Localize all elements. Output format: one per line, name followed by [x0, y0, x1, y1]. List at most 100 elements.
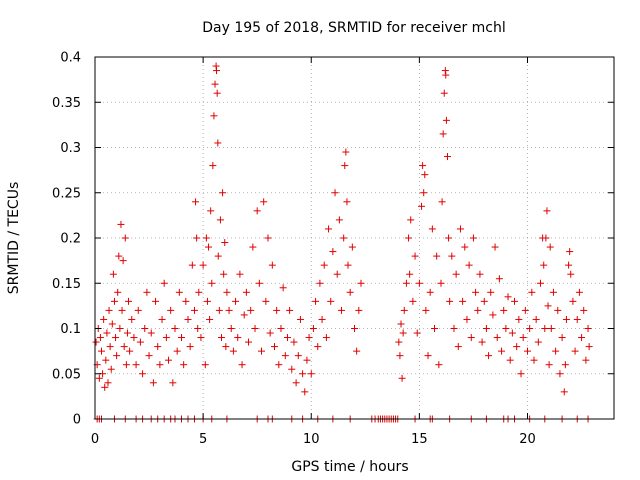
- data-point: [424, 352, 432, 360]
- data-point: [438, 198, 446, 206]
- data-point: [279, 284, 287, 292]
- data-point: [208, 279, 216, 287]
- y-tick-label: 0.05: [52, 367, 81, 382]
- data-point: [115, 252, 123, 260]
- data-point: [530, 356, 538, 364]
- data-point: [190, 306, 198, 314]
- data-point: [240, 311, 248, 319]
- data-point: [353, 347, 361, 355]
- data-point: [566, 248, 574, 256]
- data-point: [136, 338, 144, 346]
- data-point: [469, 234, 477, 242]
- data-point: [346, 288, 354, 296]
- data-point: [281, 352, 289, 360]
- data-point: [101, 383, 109, 391]
- x-tick-label: 15: [411, 432, 428, 447]
- data-point: [152, 297, 160, 305]
- data-point: [338, 306, 346, 314]
- data-point: [277, 325, 285, 332]
- data-point: [195, 288, 203, 296]
- data-point: [197, 334, 205, 342]
- data-point: [517, 370, 525, 378]
- data-point: [467, 334, 475, 342]
- data-point: [395, 338, 403, 346]
- data-point: [443, 153, 451, 161]
- data-point: [314, 343, 322, 351]
- data-point: [223, 288, 231, 296]
- y-tick-label: 0.1: [60, 322, 81, 337]
- data-point: [222, 343, 230, 351]
- data-point: [343, 198, 351, 206]
- data-point: [456, 225, 464, 233]
- data-point: [448, 252, 456, 260]
- data-point: [100, 315, 108, 323]
- data-point: [105, 306, 113, 314]
- data-point: [188, 261, 196, 269]
- data-point: [106, 343, 114, 351]
- data-point: [422, 306, 430, 314]
- data-point: [184, 315, 192, 323]
- data-point: [203, 297, 211, 305]
- data-point: [549, 288, 557, 296]
- data-point: [506, 356, 514, 364]
- data-point: [120, 343, 128, 351]
- data-point: [476, 270, 484, 278]
- data-point: [216, 216, 224, 224]
- x-axis-ticks: 0 5 10 15 20: [91, 57, 536, 447]
- y-tick-label: 0: [73, 413, 81, 428]
- data-point: [502, 325, 510, 332]
- data-point: [121, 234, 129, 242]
- data-point: [504, 293, 512, 301]
- data-marks: [92, 62, 593, 423]
- data-point: [426, 288, 434, 296]
- data-point: [305, 334, 313, 342]
- data-point: [107, 365, 115, 373]
- data-point: [327, 297, 335, 305]
- data-point: [580, 306, 588, 314]
- data-point: [565, 261, 573, 269]
- data-point: [201, 361, 209, 369]
- data-point: [125, 297, 133, 305]
- data-point: [325, 225, 333, 233]
- data-point: [398, 374, 406, 382]
- data-point: [132, 361, 140, 369]
- data-point: [318, 315, 326, 323]
- data-point: [340, 234, 348, 242]
- data-point: [419, 162, 427, 170]
- data-point: [415, 279, 423, 287]
- data-point: [207, 207, 215, 215]
- data-point: [160, 279, 168, 287]
- data-point: [487, 288, 495, 296]
- data-point: [405, 234, 413, 242]
- data-point: [452, 270, 460, 278]
- data-point: [193, 234, 201, 242]
- data-point: [333, 270, 341, 278]
- data-point: [122, 361, 130, 369]
- data-point: [283, 334, 291, 342]
- data-point: [320, 261, 328, 269]
- data-point: [229, 347, 237, 355]
- data-point: [186, 343, 194, 351]
- data-point: [511, 297, 519, 305]
- data-point: [206, 315, 214, 323]
- data-point: [331, 189, 339, 197]
- data-point: [270, 343, 278, 351]
- data-point: [202, 234, 210, 242]
- data-point: [521, 306, 529, 314]
- data-point: [442, 71, 450, 79]
- data-point: [558, 334, 566, 342]
- data-point: [255, 279, 263, 287]
- data-point: [234, 334, 242, 342]
- data-point: [309, 325, 317, 332]
- data-point: [402, 279, 410, 287]
- y-tick-label: 0.2: [60, 232, 81, 247]
- data-point: [500, 306, 508, 314]
- y-tick-label: 0.25: [52, 186, 81, 201]
- data-point: [335, 216, 343, 224]
- data-point: [399, 329, 407, 337]
- data-point: [465, 261, 473, 269]
- data-point: [322, 334, 330, 342]
- data-point: [118, 306, 126, 314]
- data-point: [104, 379, 112, 387]
- data-point: [117, 220, 125, 228]
